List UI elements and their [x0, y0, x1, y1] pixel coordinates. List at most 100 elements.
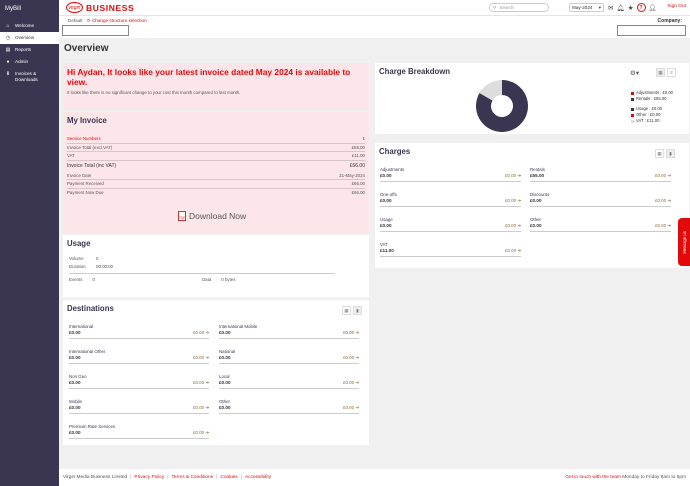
arrow-right-icon: ➔ [205, 380, 209, 385]
destinations-item-international-mobile[interactable]: International Mobile £0.00 £0.00 ➔ [219, 324, 359, 339]
grid-view-icon[interactable]: ▦ [342, 306, 351, 315]
data-value: 0 bytes [221, 277, 236, 282]
welcome-subtext: It looks like there is no significant ch… [67, 90, 241, 96]
item-link[interactable]: £0.00 ➔ [505, 173, 521, 178]
sidebar-item-admin[interactable]: ● Admin [0, 56, 59, 68]
item-link[interactable]: £0.00 ➔ [505, 198, 521, 203]
duration-label: Duration [69, 263, 86, 269]
sidebar-item-overview[interactable]: ◷ Overview [0, 32, 59, 44]
mail-icon[interactable]: ✉ [608, 4, 614, 12]
item-amount: £0.00 [530, 223, 542, 228]
item-name: Other [530, 217, 541, 222]
grid-view-icon[interactable]: ▦ [656, 68, 665, 77]
destinations-item-international-other[interactable]: International Other £0.00 £0.00 ➔ [69, 349, 209, 364]
my-invoice-card: My Invoice Service Numbers 1 Invoice Tota… [63, 112, 369, 233]
item-link[interactable]: £0.00 ➔ [343, 405, 359, 410]
logo[interactable]: virgin BUSINESS [66, 2, 134, 13]
destinations-item-non-geo[interactable]: Non Geo £0.00 £0.00 ➔ [69, 374, 209, 389]
charges-item-other[interactable]: Other £0.00 £0.00 ➔ [530, 217, 671, 232]
user-icon[interactable]: 👤︎ [648, 4, 657, 12]
help-icon[interactable]: ? [636, 3, 646, 12]
gear-icon[interactable]: ⚙▾ [630, 70, 640, 77]
change-structure-link[interactable]: ⟳ Change structure selection [86, 18, 147, 23]
destinations-item-national[interactable]: National £0.00 £0.00 ➔ [219, 349, 359, 364]
item-name: Usage [380, 217, 393, 222]
item-amount: £0.00 [530, 198, 542, 203]
item-name: Local [219, 374, 230, 379]
chart-view-icon[interactable]: ▮ [666, 149, 675, 158]
company-selector[interactable] [617, 25, 686, 36]
user-icon: ● [6, 58, 10, 65]
terms-link[interactable]: Terms & Conditions [171, 475, 214, 480]
top-bar: virgin BUSINESS ⚲ Search May-2024 ▾ ✉ 🔔︎… [59, 0, 690, 16]
item-name: Premium Rate Services [69, 424, 116, 429]
item-link[interactable]: £0.00 ➔ [343, 380, 359, 385]
charges-item-one-offs[interactable]: One-offs £0.00 £0.00 ➔ [380, 192, 521, 207]
item-link[interactable]: £0.00 ➔ [193, 355, 209, 360]
accessibility-link[interactable]: Accessibility [244, 475, 272, 480]
item-link[interactable]: £0.00 ➔ [505, 223, 521, 228]
charges-item-discounts[interactable]: Discounts £0.00 £0.00 ➔ [530, 192, 671, 207]
arrow-right-icon: ➔ [517, 248, 521, 253]
item-amount: £0.00 [69, 380, 81, 385]
privacy-policy-link[interactable]: Privacy Policy [134, 475, 165, 480]
item-link[interactable]: £0.00 ➔ [193, 430, 209, 435]
item-amount: £55.00 [530, 173, 545, 178]
item-link[interactable]: £0.00 ➔ [343, 330, 359, 335]
item-link[interactable]: £0.00 ➔ [193, 380, 209, 385]
my-invoice-title: My Invoice [67, 116, 107, 125]
item-link[interactable]: £0.00 ➔ [655, 173, 671, 178]
item-link[interactable]: £0.00 ➔ [193, 330, 209, 335]
item-amount: £0.00 [380, 223, 392, 228]
search-icon: ⚲ [493, 4, 497, 10]
destinations-item-other[interactable]: Other £0.00 £0.00 ➔ [219, 399, 359, 414]
usage-bottom: Events 0 Data 0 bytes [69, 277, 335, 282]
grid-view-icon[interactable]: ▦ [655, 149, 664, 158]
message-us-tab[interactable]: Message us [678, 218, 690, 266]
chart-view-icon[interactable]: ▮ [353, 306, 362, 315]
charges-item-usage[interactable]: Usage £0.00 £0.00 ➔ [380, 217, 521, 232]
item-link[interactable]: £0.00 ➔ [655, 198, 671, 203]
star-icon[interactable]: ★ [627, 4, 634, 12]
donut-slice [479, 80, 502, 101]
bell-icon[interactable]: 🔔︎ [616, 4, 625, 12]
charges-card: Charges ▦ ▮ Adjustments £0.00 £0.00 ➔ Renta… [375, 143, 689, 268]
item-link[interactable]: £0.00 ➔ [655, 223, 671, 228]
sign-out-link[interactable]: Sign Out [667, 4, 686, 9]
item-amount: £0.00 [219, 355, 231, 360]
destinations-item-premium-rate-services[interactable]: Premium Rate Services £0.00 £0.00 ➔ [69, 424, 209, 439]
company-label: Company: [657, 18, 682, 24]
invoice-row: VAT £11.00 [67, 152, 365, 161]
item-link[interactable]: £0.00 ➔ [193, 405, 209, 410]
destinations-item-local[interactable]: Local £0.00 £0.00 ➔ [219, 374, 359, 389]
invoice-rows: Service Numbers 1 Invoice Total (excl VAT… [67, 135, 365, 197]
welcome-banner: Hi Aydan, It looks like your latest invo… [63, 63, 369, 110]
cookies-link[interactable]: Cookies [220, 475, 238, 480]
item-link[interactable]: £0.00 ➔ [505, 248, 521, 253]
default-label: Default [68, 18, 83, 23]
item-name: International Mobile [219, 324, 258, 329]
default-structure: Default ⟳ Change structure selection [68, 18, 147, 24]
divider [69, 273, 335, 274]
account-selector[interactable] [62, 25, 129, 36]
sidebar-item-invoices[interactable]: ⬇ Invoices & Downloads [0, 68, 59, 86]
item-link[interactable]: £0.00 ➔ [343, 355, 359, 360]
download-button[interactable]: PDF Download Now [178, 211, 246, 221]
sidebar-item-label: Reports [15, 47, 32, 52]
arrow-right-icon: ➔ [667, 198, 671, 203]
charges-item-vat[interactable]: VAT £11.00 £0.00 ➔ [380, 242, 521, 257]
legend-item: Other : £0.00 [631, 112, 673, 118]
sidebar-item-welcome[interactable]: ⌂ Welcome [0, 20, 59, 32]
item-name: Discounts [530, 192, 550, 197]
destinations-item-mobile[interactable]: Mobile £0.00 £0.00 ➔ [69, 399, 209, 414]
item-name: International [69, 324, 94, 329]
charges-item-adjustments[interactable]: Adjustments £0.00 £0.00 ➔ [380, 167, 521, 182]
period-select[interactable]: May-2024 ▾ [569, 3, 604, 12]
destinations-item-international[interactable]: International £0.00 £0.00 ➔ [69, 324, 209, 339]
list-view-icon[interactable]: ≡ [667, 68, 676, 77]
sidebar-item-reports[interactable]: ▤ Reports [0, 44, 59, 56]
search-input[interactable]: ⚲ Search [489, 3, 549, 12]
charges-item-rentals[interactable]: Rentals £55.00 £0.00 ➔ [530, 167, 671, 182]
contact-link[interactable]: Get in touch with the team [565, 475, 621, 480]
item-name: National [219, 349, 236, 354]
